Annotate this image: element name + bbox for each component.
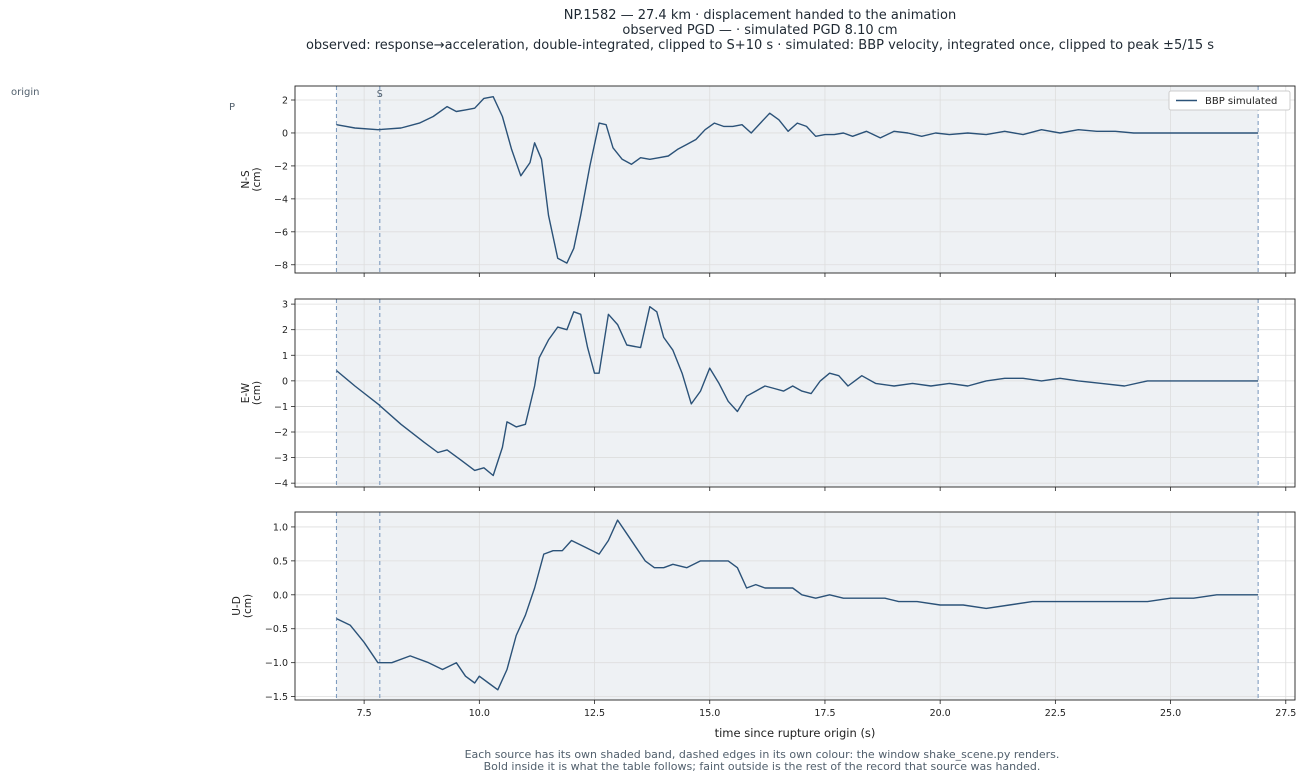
y-axis-label: (cm) — [251, 167, 263, 191]
axes-frame — [294, 85, 1296, 274]
series-line-ud — [336, 519, 1259, 691]
y-tick-label: −4 — [274, 194, 288, 205]
y-tick-label: −4 — [274, 479, 288, 490]
y-tick-label: −2 — [274, 161, 288, 172]
y-tick-label: 2 — [282, 325, 288, 336]
y-tick-label: −0.5 — [265, 624, 288, 635]
y-tick-label: 0.0 — [273, 590, 288, 601]
x-tick-label: 20.0 — [930, 708, 951, 719]
legend: BBP simulated — [1168, 90, 1291, 111]
y-tick-label: −1.5 — [265, 692, 288, 703]
footer-note-line-1: Each source has its own shaded band, das… — [464, 748, 1060, 761]
y-tick-label: −1 — [274, 402, 288, 413]
series-line-ew — [336, 306, 1259, 477]
y-tick-label: −1.0 — [265, 658, 288, 669]
x-axis-label: time since rupture origin (s) — [715, 726, 876, 740]
figure-title-line-2: observed PGD — · simulated PGD 8.10 cm — [622, 23, 898, 38]
panel-ns: 2 0 −2 −4 −6 −8 N-S (cm) S BBP simulated — [240, 85, 1296, 277]
y-axis-label: E-W — [240, 382, 252, 403]
x-tick-label: 7.5 — [357, 708, 372, 719]
axes-frame — [294, 298, 1296, 488]
series-line-ns — [336, 95, 1259, 264]
axes-frame — [294, 511, 1296, 701]
window-band — [336, 86, 1259, 273]
window-band — [336, 299, 1259, 487]
x-tick-label: 12.5 — [584, 708, 605, 719]
y-tick-label: −3 — [274, 453, 288, 464]
y-tick-label: 0.5 — [273, 556, 288, 567]
y-tick-label: 0 — [282, 376, 288, 387]
window-band — [336, 512, 1259, 700]
panel-ew: 3 2 1 0 −1 −2 −3 −4 E-W (cm) — [240, 298, 1296, 491]
y-axis-label: U-D — [231, 596, 243, 616]
x-tick-label: 10.0 — [469, 708, 490, 719]
y-tick-label: −8 — [274, 260, 288, 271]
x-tick-label: 27.5 — [1275, 708, 1296, 719]
y-tick-label: 1 — [282, 351, 288, 362]
y-tick-label: 1.0 — [273, 522, 288, 533]
x-tick-label: 22.5 — [1045, 708, 1066, 719]
y-axis-label: (cm) — [242, 594, 254, 618]
y-tick-label: −2 — [274, 428, 288, 439]
p-marker-label: P — [229, 102, 236, 113]
origin-label: origin — [11, 87, 40, 98]
legend-label: BBP simulated — [1205, 96, 1277, 107]
figure-title-line-1: NP.1582 — 27.4 km · displacement handed … — [563, 8, 957, 23]
x-tick-label: 17.5 — [814, 708, 835, 719]
figure-title-line-3: observed: response→acceleration, double-… — [305, 38, 1215, 53]
footer-note-line-2: Bold inside it is what the table follows… — [483, 760, 1041, 773]
y-tick-label: 3 — [282, 300, 288, 311]
y-tick-label: 0 — [282, 128, 288, 139]
x-tick-label: 25.0 — [1160, 708, 1181, 719]
y-tick-label: −6 — [274, 227, 288, 238]
y-axis-label: N-S — [240, 170, 252, 189]
panel-ud: 1.0 0.5 0.0 −0.5 −1.0 −1.5 7.5 10.0 12.5 15.0 17.5… — [231, 511, 1296, 719]
y-tick-label: 2 — [282, 96, 288, 107]
y-axis-label: (cm) — [251, 381, 263, 405]
x-tick-label: 15.0 — [699, 708, 720, 719]
legend-box — [1168, 90, 1291, 111]
s-marker-label: S — [377, 89, 383, 100]
